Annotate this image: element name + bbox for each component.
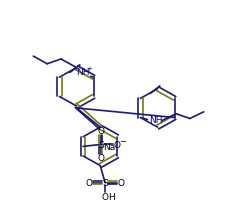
Text: NH: NH (76, 68, 90, 77)
Text: Na: Na (103, 142, 116, 151)
Text: O: O (102, 192, 109, 201)
Text: O: O (86, 179, 93, 187)
Text: +: + (87, 65, 93, 71)
Text: H: H (108, 192, 114, 201)
Text: O: O (118, 179, 124, 187)
Text: S: S (98, 140, 104, 149)
Text: O: O (113, 140, 120, 149)
Text: −: − (119, 136, 126, 145)
Text: S: S (102, 179, 108, 187)
Text: NH: NH (150, 115, 163, 124)
Text: O: O (98, 154, 104, 163)
Text: O: O (98, 127, 104, 136)
